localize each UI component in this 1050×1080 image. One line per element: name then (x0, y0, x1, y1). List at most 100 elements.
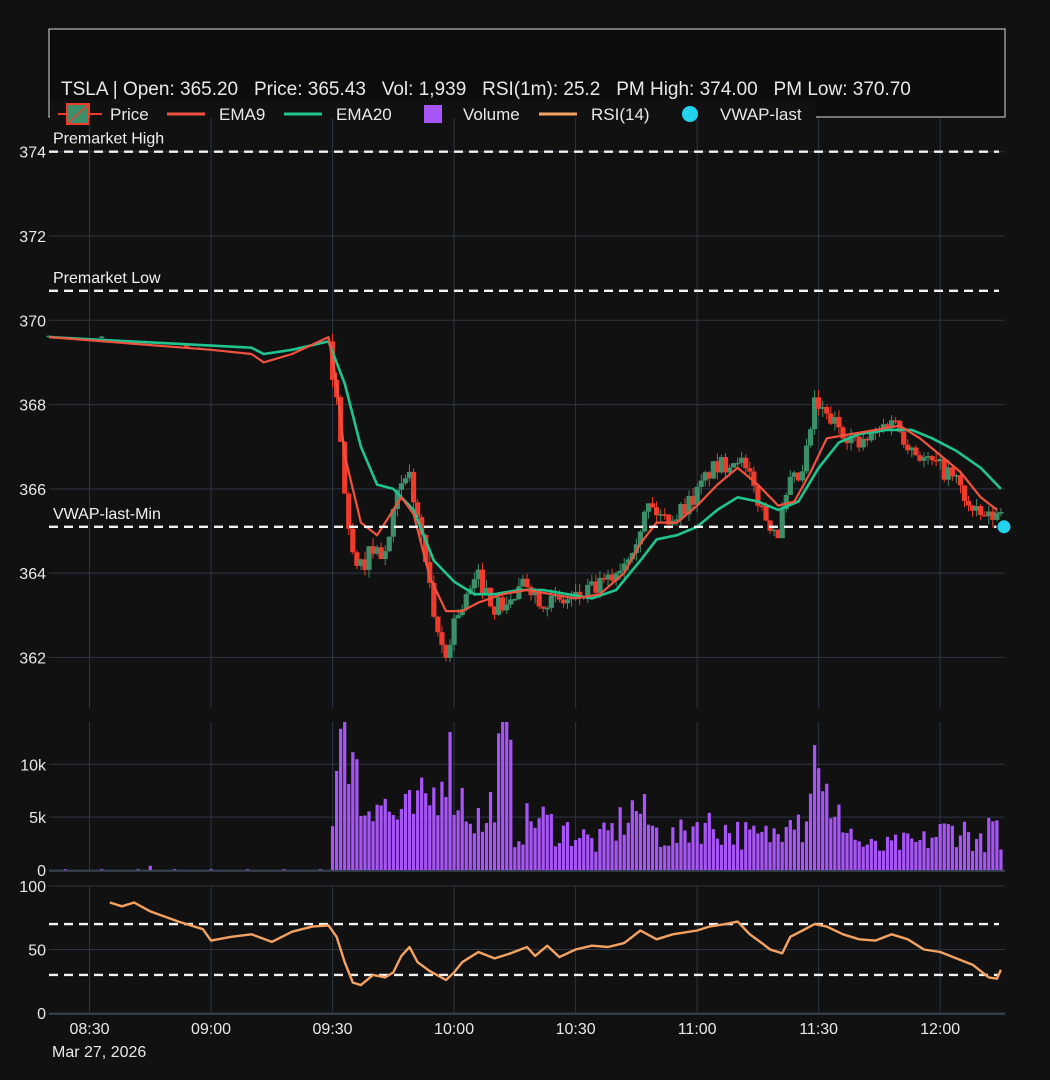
price-candle (941, 458, 947, 483)
volume-bar (768, 842, 772, 870)
price-candle (390, 507, 396, 543)
candle-body (544, 607, 550, 610)
volume-bar (740, 849, 744, 870)
volume-bar (282, 869, 286, 870)
volume-bar (885, 836, 890, 870)
price-candle (791, 470, 797, 483)
price-candle (893, 417, 899, 424)
candle-body (524, 578, 530, 588)
volume-bar (335, 770, 339, 870)
price-candle (787, 470, 793, 496)
price-candle (961, 485, 968, 508)
volume-bar (403, 793, 408, 870)
candle-body (824, 407, 830, 414)
volume-bar (505, 722, 509, 870)
price-candle (986, 505, 992, 525)
candle-body (726, 467, 733, 473)
price-candle (888, 415, 895, 436)
volume-bar (626, 822, 630, 870)
price-candle (722, 453, 729, 478)
price-candle (698, 474, 704, 495)
volume-bar (387, 811, 391, 870)
candle-body (730, 463, 737, 468)
price-candle (990, 505, 996, 528)
candle-body (609, 574, 615, 581)
price-candle (362, 551, 368, 576)
candle-body (427, 561, 433, 583)
x-tick-label: 11:00 (678, 1021, 717, 1038)
volume-bar (727, 833, 732, 870)
volume-bar (845, 833, 849, 870)
candle-body (844, 438, 850, 444)
price-candle (439, 625, 445, 654)
ema20-line (48, 335, 1002, 600)
price-candle (949, 465, 955, 481)
price-candle (678, 501, 684, 528)
volume-bar (569, 846, 574, 870)
legend-label: VWAP-last (720, 105, 802, 124)
square-icon (424, 105, 442, 123)
volume-bar (63, 869, 67, 870)
candle-body (816, 397, 822, 409)
price-candle (350, 522, 356, 555)
volume-bar (367, 811, 371, 870)
volume-bar (841, 832, 845, 870)
price-candle (905, 439, 911, 454)
candle-body (953, 475, 959, 477)
candle-body (937, 458, 943, 462)
volume-bar (395, 819, 399, 870)
volume-bar (764, 825, 768, 870)
legend-label: Volume (463, 105, 520, 124)
candle-body (978, 506, 984, 515)
price-candle (694, 483, 700, 513)
price-candle (824, 404, 830, 420)
volume-bar (172, 869, 177, 870)
volume-bar (962, 821, 967, 870)
rsi-tick-label: 50 (28, 943, 46, 960)
volume-bar (808, 793, 813, 870)
price-candle (957, 470, 964, 494)
candle-body (751, 471, 757, 486)
volume-bar (148, 865, 152, 870)
price-candle (860, 434, 866, 451)
volume-bar (703, 822, 707, 870)
candle-body (795, 472, 802, 481)
volume-bar (719, 844, 724, 870)
candle-body (969, 505, 976, 511)
candle-body (925, 456, 931, 458)
candle-body (994, 512, 1000, 520)
candle-body (856, 436, 862, 448)
price-candle (99, 335, 105, 339)
volume-bar (586, 834, 590, 870)
candle-body (496, 597, 502, 615)
volume-bar (865, 844, 869, 870)
price-candle (913, 444, 919, 457)
volume-bar (501, 722, 505, 870)
volume-bar (440, 781, 444, 870)
volume-bar (675, 842, 679, 870)
legend-label: EMA9 (219, 105, 265, 124)
price-candle (755, 485, 761, 512)
volume-bar (687, 842, 691, 870)
candle-body (864, 438, 870, 441)
candle-body (439, 632, 445, 646)
volume-bar (760, 831, 764, 870)
volume-bar (590, 838, 594, 870)
price-candle (828, 406, 834, 426)
volume-bar (541, 806, 545, 870)
volume-bar (594, 851, 598, 870)
price-candle (840, 425, 846, 441)
price-candle (410, 468, 417, 510)
price-candle (641, 510, 648, 533)
candle-body (820, 407, 826, 409)
volume-bar (432, 787, 436, 870)
volume-bar (691, 826, 695, 870)
candle-body (508, 599, 514, 605)
volume-bar (424, 793, 428, 870)
volume-bar (926, 848, 930, 870)
rsi-panel (49, 901, 1005, 1015)
candle-body (787, 476, 793, 496)
price-candle (475, 563, 481, 588)
price-candle (435, 615, 441, 637)
